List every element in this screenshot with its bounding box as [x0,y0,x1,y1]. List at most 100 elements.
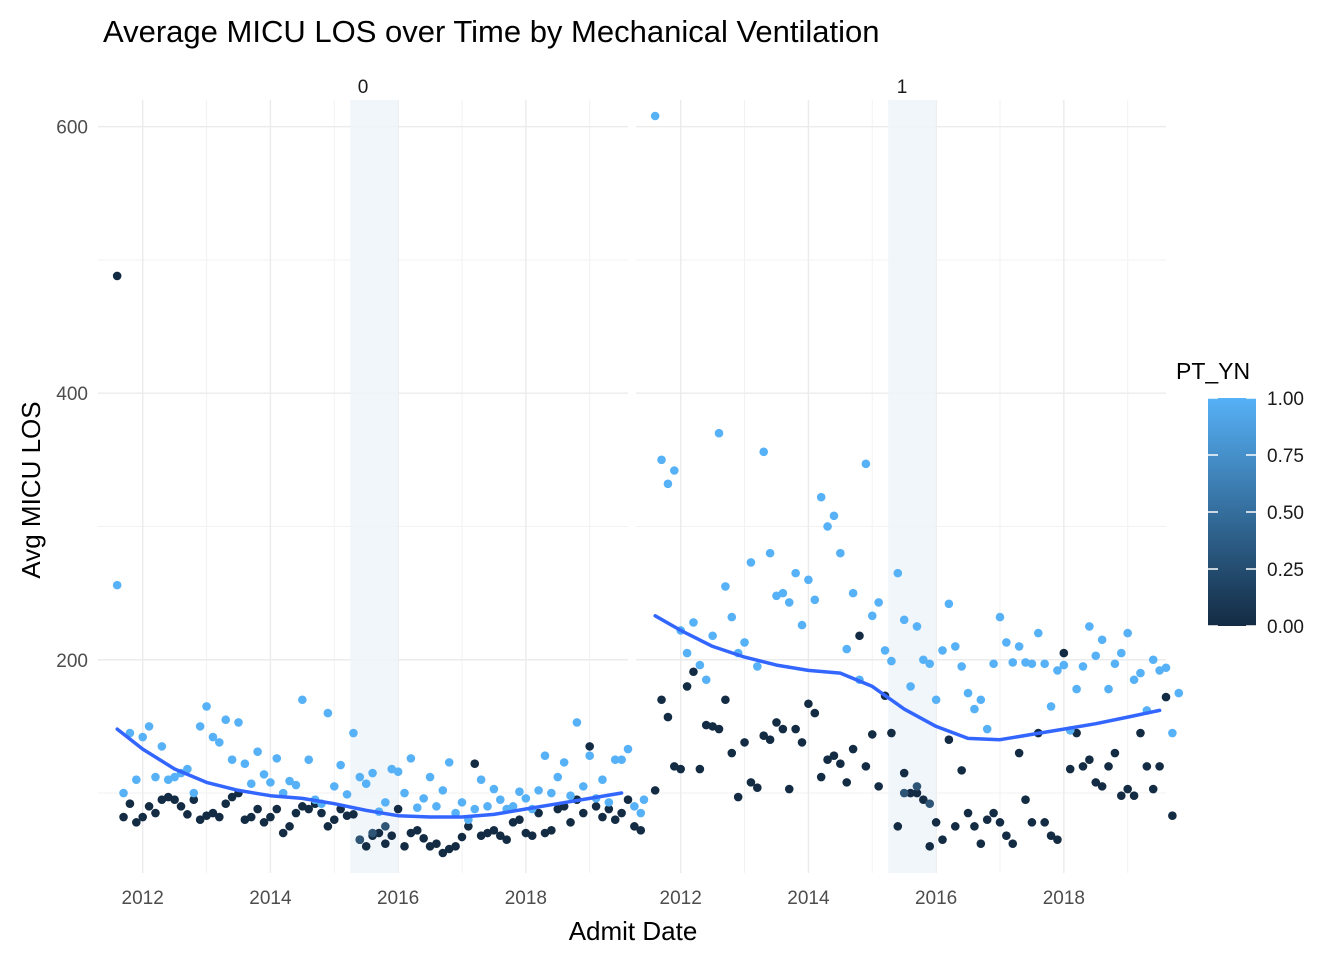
data-point-pt1 [701,675,711,685]
data-point-pt0 [285,822,294,831]
data-point-pt1 [540,751,550,761]
data-point-pt1 [202,702,211,711]
data-point-pt1 [778,588,788,598]
highlight-band [350,100,399,873]
data-point-pt0 [361,842,371,851]
data-point-pt0 [848,744,858,754]
data-point-pt0 [387,831,397,840]
legend-title: PT_YN [1176,358,1250,384]
x-tick-label: 2018 [1043,888,1085,909]
data-point-pt1 [476,775,486,785]
x-tick-label: 2016 [915,888,957,909]
data-point-pt0 [419,834,428,843]
y-tick-label: 400 [56,384,88,405]
data-point-pt0 [470,759,480,769]
legend-tick-label: 1.00 [1267,389,1304,410]
data-point-pt1 [1014,642,1024,651]
data-point-pt1 [559,758,569,767]
data-point-pt0 [989,808,998,818]
legend-tick-label: 0.50 [1267,503,1304,524]
data-point-pt1 [867,611,877,621]
data-point-pt1 [1033,628,1043,638]
data-point-pt0 [451,842,460,851]
data-point-pt0 [323,822,333,831]
data-point-pt1 [1174,688,1184,698]
data-point-pt0 [579,808,588,818]
x-tick-label: 2012 [660,888,702,909]
data-point-pt1 [848,588,858,598]
data-point-pt1 [714,428,724,438]
data-point-pt0 [676,764,685,774]
data-point-pt0 [495,831,505,840]
y-tick-label: 600 [56,118,88,139]
data-point-pt0 [938,835,947,844]
data-point-pt1 [451,808,460,818]
x-tick-label: 2012 [122,888,164,909]
data-point-pt1 [623,744,633,754]
data-point-pt1 [630,802,639,811]
data-point-pt1 [842,644,852,654]
data-point-pt1 [906,682,915,691]
data-point-pt1 [355,772,365,782]
data-point-pt1 [1104,684,1113,694]
data-point-pt0 [438,848,448,858]
data-point-pt1 [708,631,717,641]
data-point-pt1 [836,548,845,558]
data-point-pt1 [874,598,883,607]
data-point-pt1 [266,778,275,787]
data-point-pt1 [810,595,820,605]
data-point-pt1 [368,768,377,778]
data-point-pt0 [733,792,743,802]
data-point-pt1 [393,767,403,777]
data-point-pt1 [861,459,871,469]
data-point-pt1 [119,788,128,798]
data-point-pt1 [323,708,333,718]
data-point-pt0 [823,755,832,765]
data-point-pt1 [483,802,492,811]
data-point-pt0 [727,748,737,758]
data-point-pt0 [272,804,282,814]
data-point-pt1 [534,786,543,795]
data-point-pt0 [931,818,941,827]
data-point-pt1 [919,655,928,665]
legend-tick-label: 0.75 [1267,446,1304,467]
data-point-pt0 [502,835,511,844]
data-point-pt0 [623,795,633,804]
data-point-pt1 [823,522,832,531]
data-point-pt1 [784,598,794,607]
data-point-pt0 [547,826,556,835]
data-point-pt0 [1136,728,1145,738]
data-point-pt0 [753,783,762,793]
data-point-pt0 [701,720,711,730]
data-point-pt1 [695,660,705,670]
facet-panel-1 [636,100,1184,873]
data-point-pt0 [1021,795,1030,804]
data-point-pt1 [829,511,839,521]
data-point-pt1 [1046,702,1056,711]
y-axis-title: Avg MICU LOS [16,401,46,578]
data-point-pt1 [804,575,813,585]
x-tick-label: 2018 [505,888,547,909]
data-point-pt0 [151,808,160,818]
data-point-pt0 [253,804,262,814]
data-point-pt1 [285,776,294,786]
data-point-pt1 [650,111,660,121]
data-point-pt1 [1091,651,1101,661]
data-point-pt1 [298,695,307,705]
data-point-pt1 [227,755,237,765]
data-point-pt0 [144,802,154,811]
data-point-pt0 [893,822,903,831]
data-point-pt0 [246,812,256,822]
data-point-pt1 [1040,659,1049,669]
data-point-pt1 [195,722,205,731]
data-point-pt0 [215,812,224,822]
data-point-pt1 [727,612,737,622]
data-point-pt0 [393,804,403,814]
data-point-pt1 [1085,622,1094,631]
data-point-pt0 [132,818,141,827]
data-point-pt1 [797,620,807,630]
data-point-pt0 [1046,831,1056,840]
data-point-pt1 [610,755,620,765]
data-point-pt1 [144,722,154,731]
data-point [368,828,377,838]
